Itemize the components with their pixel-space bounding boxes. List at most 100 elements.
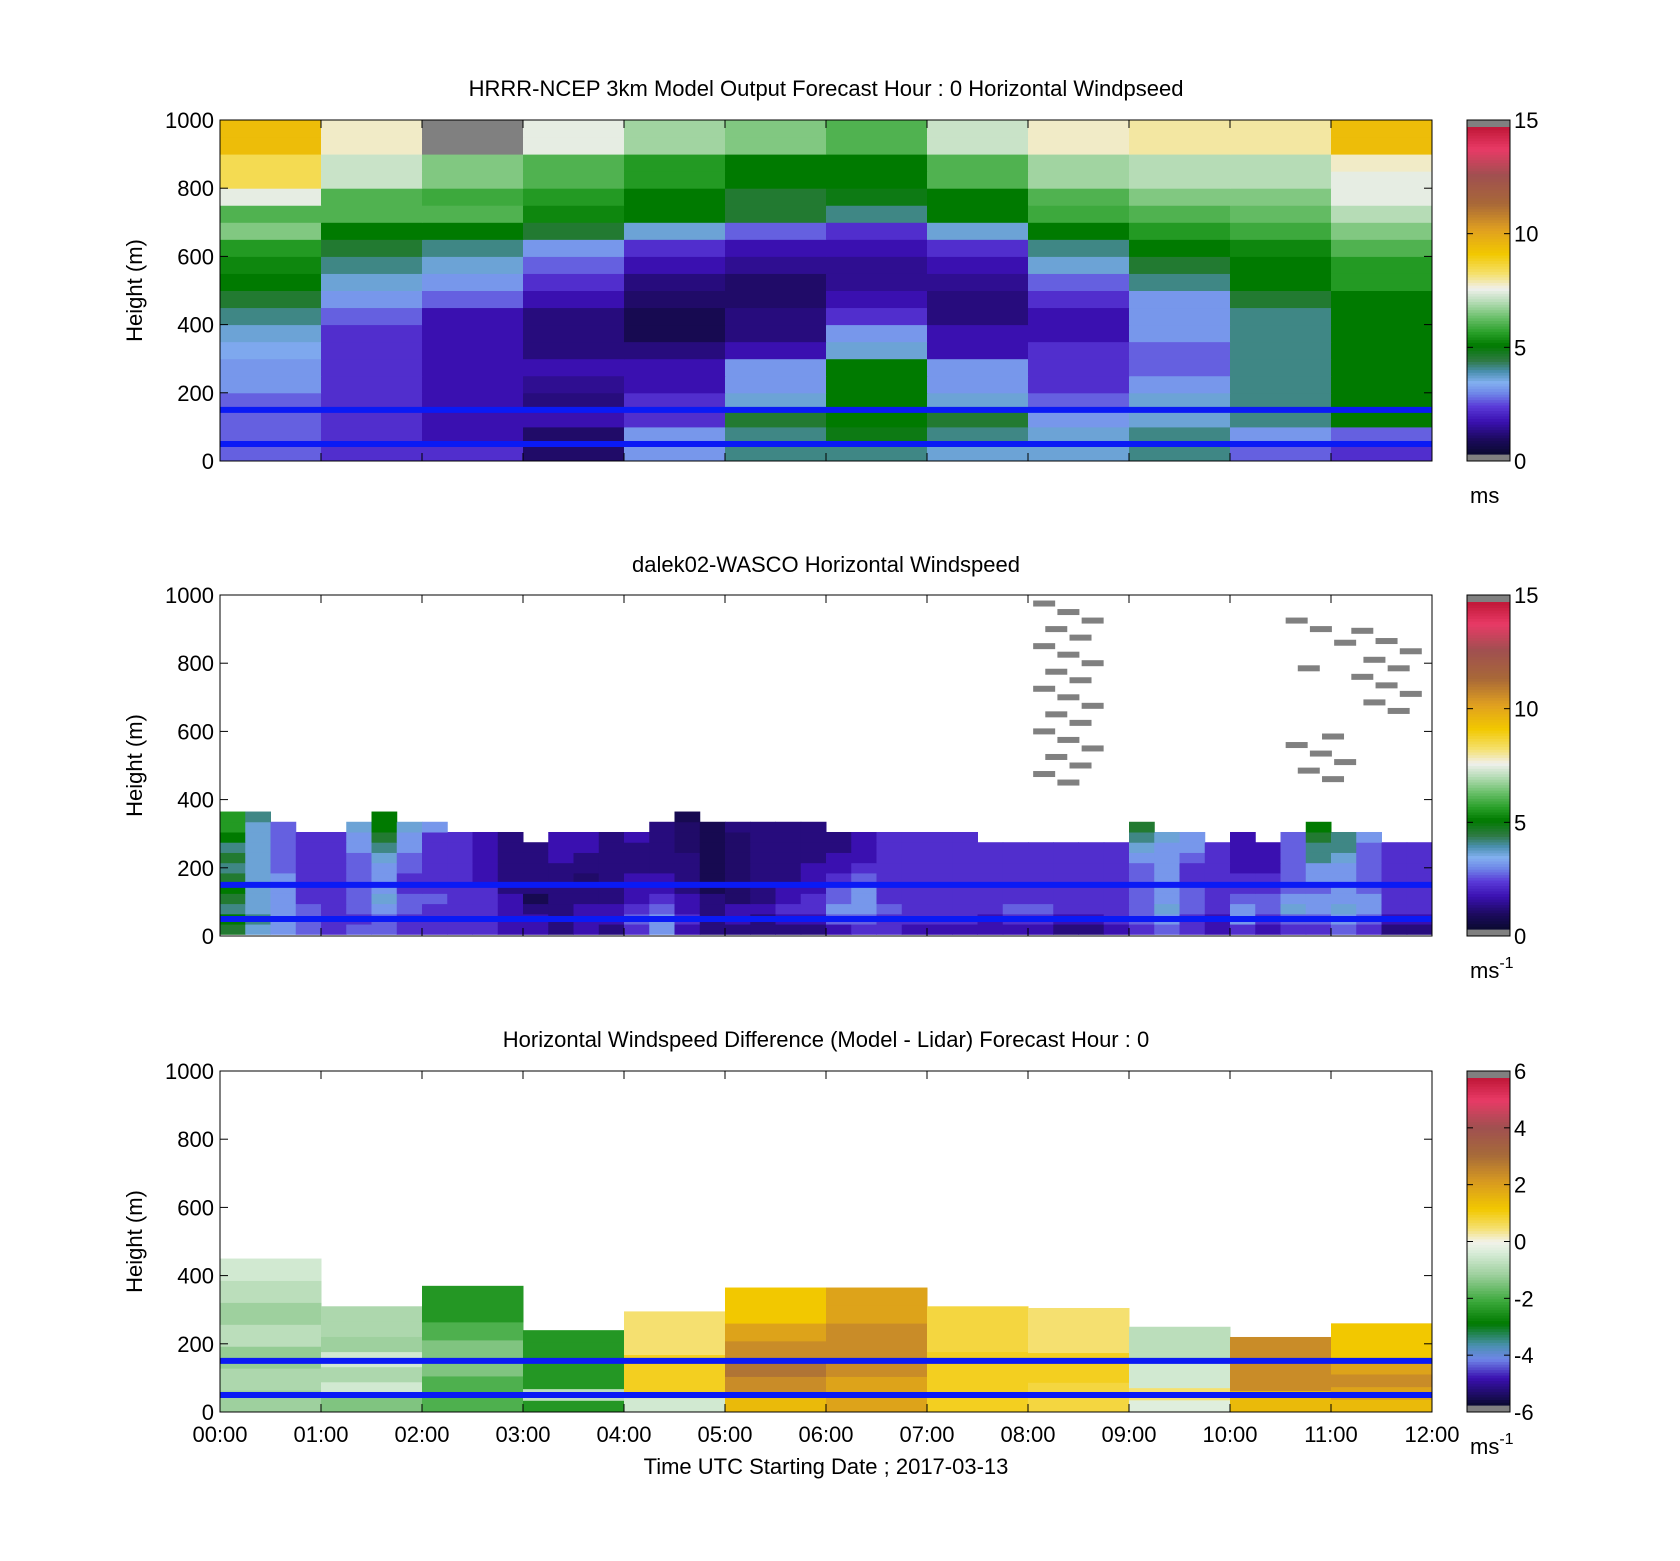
heatmap-cell: [523, 256, 625, 274]
heatmap-cell: [422, 1393, 524, 1413]
heatmap-cell: [624, 831, 650, 843]
colorbar-tick-label: 6: [1514, 1059, 1526, 1084]
colorbar-tick-label: -2: [1514, 1286, 1534, 1311]
heatmap-cell: [1129, 324, 1231, 343]
colorbar-segment: [1467, 1181, 1510, 1185]
heatmap-cell: [1179, 893, 1206, 905]
colorbar-segment: [1467, 1102, 1510, 1106]
heatmap-cell: [1129, 239, 1231, 257]
colorbar-segment: [1467, 629, 1510, 633]
colorbar-segment: [1467, 1135, 1510, 1139]
heatmap-cell: [750, 842, 776, 853]
heatmap-cell: [674, 903, 701, 915]
colorbar-segment: [1467, 219, 1510, 223]
colorbar-segment: [1467, 350, 1510, 354]
heatmap-cell: [674, 872, 701, 884]
heatmap-cell: [977, 903, 1004, 915]
heatmap-cell: [927, 222, 1029, 240]
colorbar-segment: [1467, 178, 1510, 183]
heatmap-cell: [725, 903, 751, 915]
colorbar-segment: [1467, 287, 1510, 292]
colorbar-segment: [1467, 822, 1510, 827]
heatmap-cell: [927, 443, 1029, 462]
colorbar-segment: [1467, 1279, 1510, 1283]
heatmap-cell: [573, 883, 600, 894]
heatmap-cell: [624, 842, 650, 853]
colorbar-segment: [1467, 602, 1510, 606]
heatmap-cell: [523, 358, 625, 377]
colorbar-segment: [1467, 678, 1510, 682]
heatmap-cell: [1028, 222, 1130, 240]
colorbar-segment: [1467, 836, 1510, 840]
heatmap-cell: [447, 893, 473, 905]
heatmap-cell: [396, 924, 423, 935]
colorbar-segment: [1467, 716, 1510, 720]
colorbar-segment: [1467, 1118, 1510, 1123]
colorbar-segment: [1467, 345, 1510, 349]
colorbar-segment: [1467, 784, 1510, 788]
heatmap-cell: [775, 893, 802, 905]
colorbar-segment: [1467, 670, 1510, 674]
heatmap-cell: [598, 893, 625, 905]
colorbar-segment: [1467, 1271, 1510, 1275]
colorbar-segment: [1467, 1162, 1510, 1166]
heatmap-cell: [321, 862, 347, 874]
heatmap-cell: [927, 1396, 1029, 1413]
colorbar-segment: [1467, 1385, 1510, 1390]
colorbar-segment: [1467, 645, 1510, 649]
heatmap-cell: [1103, 862, 1130, 874]
colorbar-segment: [1467, 1178, 1510, 1183]
heatmap-cell: [649, 842, 675, 853]
colorbar-segment: [1467, 768, 1510, 772]
colorbar-tick-label: 2: [1514, 1173, 1526, 1198]
heatmap-cell: [573, 872, 600, 884]
colorbar-segment: [1467, 1342, 1510, 1346]
heatmap-cell: [245, 811, 271, 823]
heatmap-cell: [750, 831, 776, 843]
heatmap-cell: [901, 842, 928, 853]
colorbar-segment: [1467, 361, 1510, 365]
colorbar-segment: [1467, 820, 1510, 824]
colorbar-segment: [1467, 1328, 1510, 1333]
heatmap-cell: [927, 409, 1029, 428]
colorbar-segment: [1467, 828, 1510, 832]
colorbar-segment: [1467, 1176, 1510, 1180]
heatmap-cell: [1028, 239, 1130, 257]
heatmap-cell: [422, 205, 524, 223]
colorbar-segment: [1467, 1317, 1510, 1322]
heatmap-cell: [1331, 883, 1357, 894]
heatmap-cell: [876, 893, 903, 905]
heatmap-cell: [1406, 883, 1433, 894]
heatmap-cell: [775, 852, 802, 864]
heatmap-cell: [523, 903, 549, 915]
heatmap-cell: [1028, 341, 1130, 360]
colorbar-segment: [1467, 151, 1510, 155]
heatmap-cell: [750, 821, 776, 833]
heatmap-cell: [1230, 137, 1332, 155]
heatmap-cell: [220, 831, 246, 843]
heatmap-cell: [826, 443, 928, 462]
heatmap-cell: [371, 924, 398, 935]
heatmap-cell: [1230, 831, 1256, 843]
heatmap-cell: [523, 443, 625, 462]
x-axis-label: Time UTC Starting Date ; 2017-03-13: [644, 1454, 1009, 1479]
colorbar-segment: [1467, 342, 1510, 346]
heatmap-cell: [396, 883, 423, 894]
colorbar-segment: [1467, 1097, 1510, 1101]
heatmap-cell: [1002, 893, 1029, 905]
heatmap-cell: [321, 341, 423, 360]
heatmap-cell: [927, 1336, 1029, 1353]
colorbar-segment: [1467, 1105, 1510, 1109]
colorbar-segment: [1467, 276, 1510, 281]
heatmap-cell: [1154, 831, 1180, 843]
colorbar-unit-label: ms: [1470, 483, 1499, 508]
heatmap-cell: [220, 392, 322, 411]
heatmap-cell: [1103, 893, 1130, 905]
heatmap-cell: [220, 222, 322, 240]
colorbar-segment: [1467, 1355, 1510, 1360]
colorbar-segment: [1467, 1315, 1510, 1319]
heatmap-cell: [1230, 290, 1332, 309]
heatmap-cell: [725, 872, 751, 884]
heatmap-cell: [598, 872, 625, 884]
